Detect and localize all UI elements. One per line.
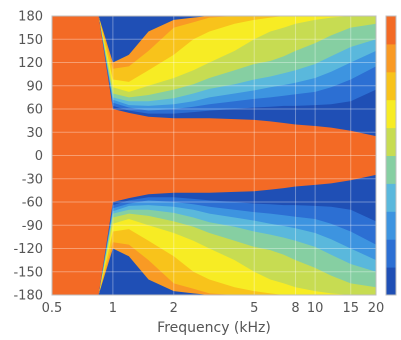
grid-lines [52,16,376,295]
colorbar-segment [386,71,396,101]
colorbar-segment [386,267,396,296]
contour-regions [52,16,376,295]
colorbar-segment [386,127,396,156]
y-tick-labels: 180 150 120 90 60 30 0 -30 -60 -90 -120 -150 -180 [13,10,43,304]
y-tick-label: -180 [13,289,43,304]
y-tick-label: 90 [26,79,43,94]
y-tick-label: -60 [22,196,43,211]
colorbar-segment [386,183,396,212]
x-tick-label: 0.5 [42,301,63,316]
colorbar [385,15,397,296]
colorbar-segment [386,155,396,184]
colorbar-segment [386,43,396,73]
x-tick-labels: 0.5 1 2 5 8 10 15 20 [42,301,385,316]
y-tick-label: 60 [26,103,43,118]
x-tick-label: 8 [291,301,299,316]
x-tick-label: 10 [307,301,324,316]
y-tick-label: 150 [18,33,43,48]
x-tick-label: 1 [109,301,117,316]
colorbar-segment [386,239,396,268]
contour-band-10 [52,16,376,295]
y-tick-label: -30 [22,172,43,187]
x-tick-label: 15 [342,301,359,316]
y-tick-label: -90 [22,219,43,234]
y-tick-label: 180 [18,10,43,25]
y-tick-label: -120 [13,242,43,257]
colorbar-segment [386,16,396,45]
colorbar-frame [385,15,397,296]
x-axis-title: Frequency (kHz) [157,320,271,336]
colorbar-segment [386,211,396,240]
y-tick-label: 30 [26,126,43,141]
x-tick-label: 20 [368,301,385,316]
x-tick-label: 5 [250,301,258,316]
plot-frame [51,15,377,296]
y-tick-label: 120 [18,56,43,71]
y-tick-label: -150 [13,265,43,280]
colorbar-segment [386,99,396,129]
x-tick-label: 2 [170,301,178,316]
y-tick-label: 0 [35,149,43,164]
